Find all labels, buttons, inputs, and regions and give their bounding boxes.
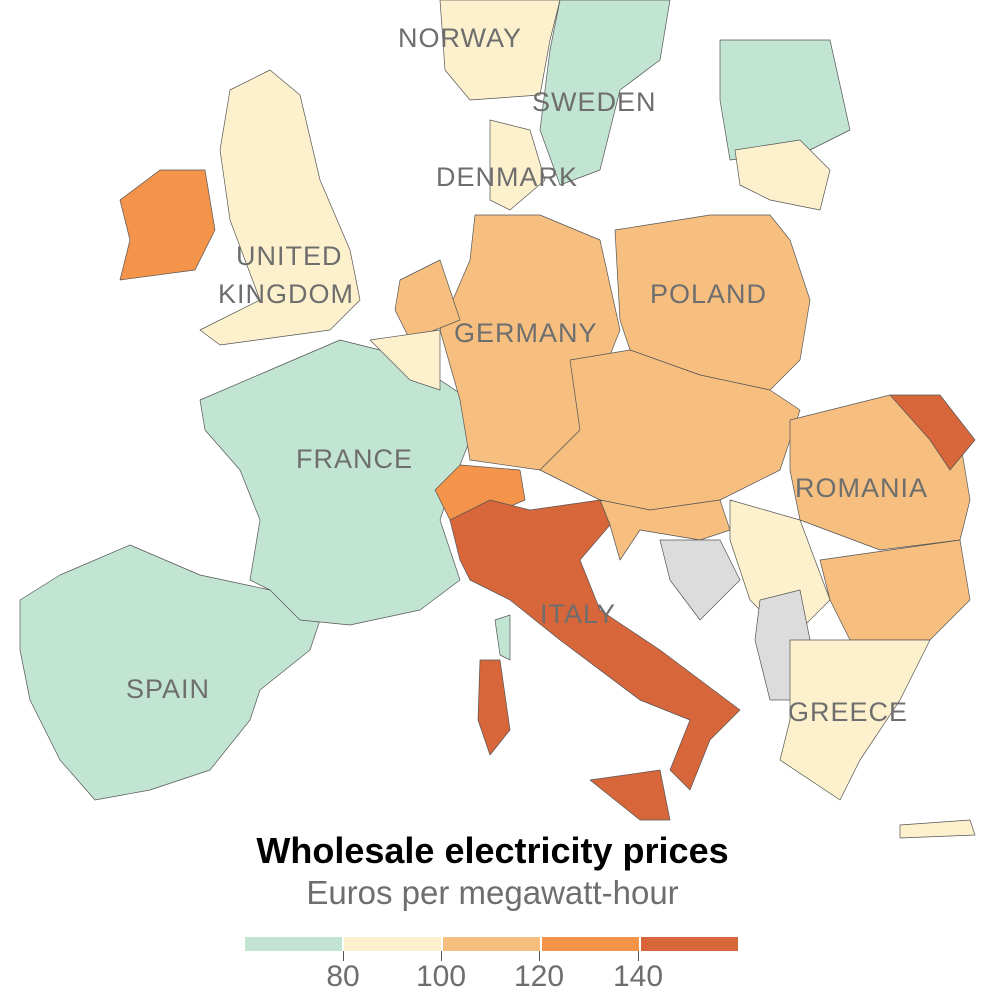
country-central-europe [539,349,801,511]
island-crete [899,819,976,839]
country-denmark [489,119,546,211]
country-netherlands [394,259,461,341]
label-germany: GERMANY [454,318,598,348]
country-poland [614,214,811,391]
country-baltics [734,139,831,211]
label-france: FRANCE [296,444,413,474]
legend-subtitle: Euros per megawatt-hour [306,874,679,911]
label-greece: GREECE [788,697,908,727]
country-moldova [889,394,976,471]
scale-tick [638,951,639,961]
island-corsica [494,614,511,661]
country-spain-portugal [19,544,321,801]
label-uk-line1: UNITED [236,241,343,271]
scale-bin-120-140 [542,937,639,951]
label-poland: POLAND [650,279,767,309]
scale-tick-label: 100 [415,960,467,993]
scale-tick [539,951,540,961]
label-uk-line2: KINGDOM [218,279,354,309]
scale-tick-label: 120 [513,960,565,993]
label-romania: ROMANIA [795,473,928,503]
scale-tick [441,951,442,961]
island-sardinia [477,659,511,756]
scale-bin-80-100 [344,937,441,951]
scale-bin-below-80 [245,937,342,951]
scale-tick-label: 80 [326,960,360,993]
scale-bin-above-140 [641,937,738,951]
label-italy: ITALY [540,599,616,629]
legend: Wholesale electricity prices Euros per m… [0,830,1000,912]
label-sweden: SWEDEN [532,87,657,117]
legend-title: Wholesale electricity prices [256,830,729,871]
country-italy [449,499,741,791]
scale-tick-label: 140 [612,960,664,993]
country-bosnia [659,539,741,621]
label-spain: SPAIN [126,674,210,704]
label-denmark: DENMARK [436,162,578,192]
country-greece [779,639,931,801]
country-norway [439,0,561,101]
country-united-kingdom [199,69,361,346]
country-ireland [119,169,216,281]
color-scale [245,937,738,951]
country-sweden [539,0,671,186]
scale-tick [343,951,344,961]
country-bulgaria [819,539,971,641]
scale-bin-100-120 [443,937,540,951]
label-norway: NORWAY [398,23,522,53]
country-belgium [369,329,441,391]
island-sicily [589,769,671,821]
